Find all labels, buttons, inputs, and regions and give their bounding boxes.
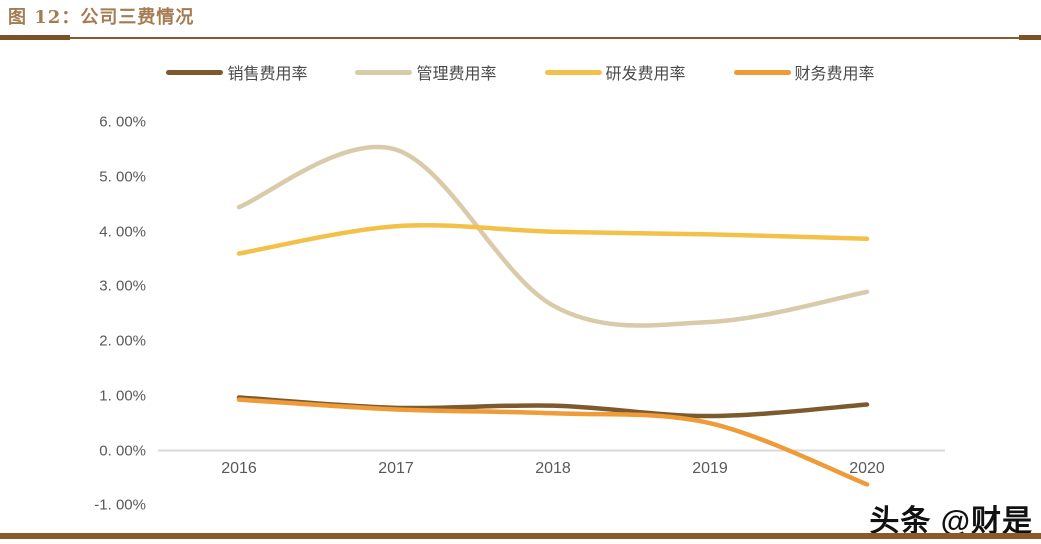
- x-axis-tick-label: 2016: [221, 460, 257, 477]
- legend-item-4[interactable]: 财务费用率: [733, 60, 875, 84]
- header-divider-accent-left: [0, 35, 70, 40]
- y-axis-tick-label: 3. 00%: [99, 277, 146, 295]
- legend-item-3[interactable]: 研发费用率: [544, 60, 686, 84]
- legend-label: 研发费用率: [605, 64, 686, 83]
- y-axis-tick-label: 4. 00%: [99, 223, 146, 241]
- y-axis-tick-label: 6. 00%: [99, 113, 146, 131]
- header-divider-accent-right: [1019, 35, 1041, 40]
- x-axis-tick-label: 2018: [535, 460, 571, 477]
- legend-label: 管理费用率: [416, 64, 497, 83]
- chart-legend: 销售费用率 管理费用率 研发费用率 财务费用率: [0, 60, 1041, 84]
- legend-swatch: [355, 69, 413, 75]
- toutiao-watermark: 头条 @财是: [869, 505, 1033, 538]
- y-axis-tick-label: -1. 00%: [94, 496, 146, 514]
- y-axis-tick-label: 5. 00%: [99, 168, 146, 186]
- series-line-3: [236, 223, 870, 256]
- x-axis-tick-label: 2017: [378, 460, 414, 477]
- x-axis-tick-label: 2020: [849, 460, 885, 477]
- legend-swatch: [733, 69, 791, 75]
- legend-label: 财务费用率: [794, 64, 875, 83]
- series-line-2: [236, 144, 870, 328]
- header-divider: [0, 37, 1041, 39]
- legend-item-1[interactable]: 销售费用率: [166, 60, 307, 84]
- legend-swatch: [544, 69, 602, 75]
- y-axis-tick-label: 1. 00%: [99, 387, 146, 405]
- legend-item-2[interactable]: 管理费用率: [355, 60, 497, 84]
- x-axis-tick-label: 2019: [692, 460, 728, 477]
- y-axis-tick-label: 2. 00%: [99, 332, 146, 350]
- legend-label: 销售费用率: [227, 64, 308, 83]
- footer-bar: [0, 533, 1041, 539]
- y-axis-tick-label: 0. 00%: [99, 442, 146, 459]
- series-line-4: [236, 397, 870, 487]
- chart-title: 图 12：公司三费情况: [8, 7, 195, 28]
- legend-swatch: [166, 69, 224, 75]
